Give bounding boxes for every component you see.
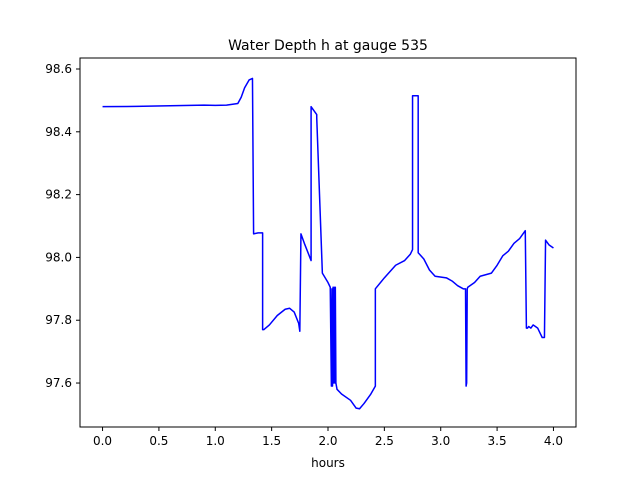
x-tick-label: 4.0 <box>544 434 563 448</box>
y-tick-label: 97.6 <box>45 376 72 390</box>
x-tick-label: 2.5 <box>375 434 394 448</box>
y-tick-label: 97.8 <box>45 313 72 327</box>
series-line <box>102 77 554 410</box>
x-tick-label: 1.5 <box>262 434 281 448</box>
x-tick-label: 2.0 <box>318 434 337 448</box>
y-tick-label: 98.4 <box>45 125 72 139</box>
y-tick-label: 98.0 <box>45 250 72 264</box>
y-tick-label: 98.6 <box>45 62 72 76</box>
x-tick-label: 0.0 <box>93 434 112 448</box>
x-axis-label: hours <box>311 456 345 470</box>
chart-title: Water Depth h at gauge 535 <box>228 38 428 54</box>
y-tick-label: 98.2 <box>45 188 72 202</box>
y-axis: 97.6 97.8 98.0 98.2 98.4 98.6 <box>45 62 80 390</box>
x-tick-label: 3.0 <box>431 434 450 448</box>
x-tick-label: 3.5 <box>488 434 507 448</box>
x-axis: 0.0 0.5 1.0 1.5 2.0 2.5 3.0 3.5 4.0 <box>93 427 563 448</box>
x-tick-label: 1.0 <box>206 434 225 448</box>
plot-series <box>102 77 554 410</box>
x-tick-label: 0.5 <box>149 434 168 448</box>
